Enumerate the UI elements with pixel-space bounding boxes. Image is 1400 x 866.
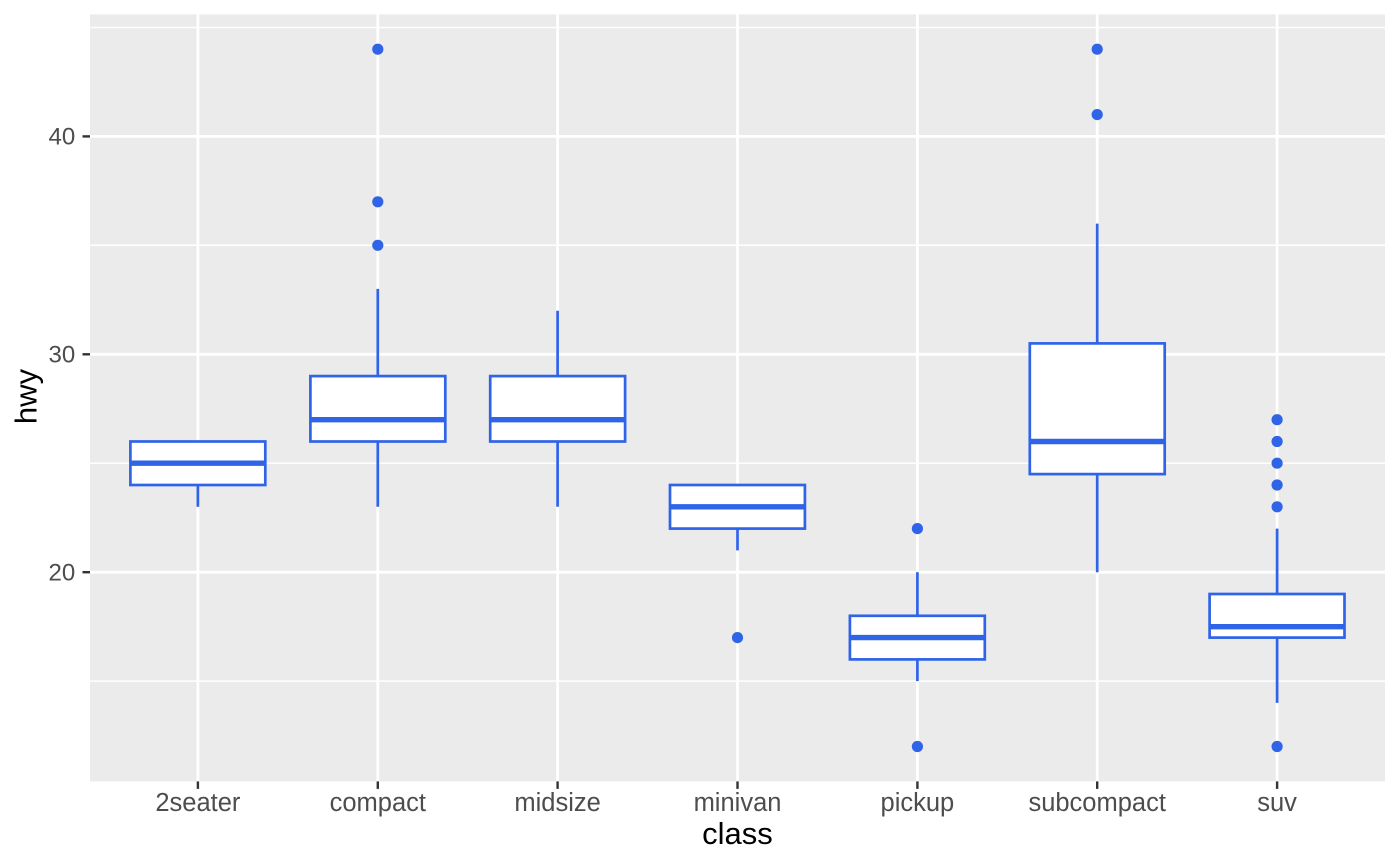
svg-text:midsize: midsize (514, 789, 600, 817)
svg-text:compact: compact (330, 789, 426, 817)
svg-text:2seater: 2seater (155, 789, 241, 817)
svg-text:suv: suv (1257, 789, 1297, 817)
svg-text:hwy: hwy (9, 368, 44, 424)
svg-text:subcompact: subcompact (1028, 789, 1166, 817)
svg-text:30: 30 (48, 342, 75, 369)
svg-text:pickup: pickup (881, 789, 955, 817)
svg-text:20: 20 (48, 559, 75, 586)
svg-text:40: 40 (48, 124, 75, 151)
svg-text:minivan: minivan (694, 789, 782, 817)
svg-text:class: class (702, 816, 773, 851)
